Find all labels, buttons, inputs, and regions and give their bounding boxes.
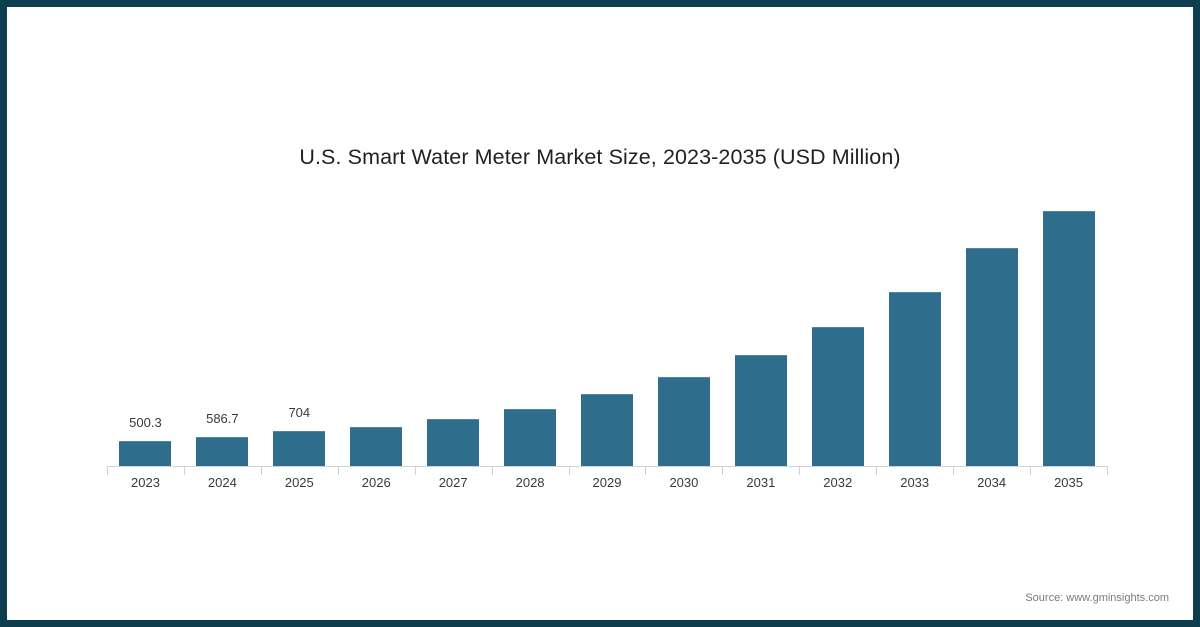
bar-value-label: 704 [288, 405, 311, 421]
bar [657, 377, 710, 466]
bar-group [722, 192, 799, 466]
bar-group: 704 [261, 192, 338, 466]
bar-value-label: 586.7 [206, 410, 239, 426]
bar-group [492, 192, 569, 466]
bar [350, 427, 403, 466]
bar [888, 292, 941, 466]
axis-tick [799, 466, 801, 475]
x-axis-tick-label: 2028 [515, 475, 545, 490]
bar [580, 394, 633, 466]
x-axis-tick-label: 2034 [977, 475, 1007, 490]
x-axis-tick-label: 2027 [438, 475, 468, 490]
x-axis-tick-label: 2024 [207, 475, 237, 490]
bar-group [876, 192, 953, 466]
x-axis-tick-label: 2032 [823, 475, 853, 490]
source-attribution: Source: www.gminsights.com [1025, 592, 1169, 604]
bar-group [415, 192, 492, 466]
axis-tick [107, 466, 108, 475]
axis-tick [414, 466, 416, 475]
x-axis-tick-label: 2031 [746, 475, 776, 490]
axis-tick [260, 466, 262, 475]
bar-group [799, 192, 876, 466]
bar-group [338, 192, 415, 466]
bar-group [645, 192, 722, 466]
x-axis-tick-label: 2026 [361, 475, 391, 490]
bar [1042, 211, 1095, 466]
bar-group [569, 192, 646, 466]
chart-title: U.S. Smart Water Meter Market Size, 2023… [299, 145, 901, 169]
bar [427, 419, 480, 466]
axis-tick [337, 466, 339, 475]
x-axis-tick-label: 2029 [592, 475, 622, 490]
bar-group: 500.3 [107, 192, 184, 466]
axis-tick [1030, 466, 1032, 475]
x-axis-line [107, 466, 1107, 467]
bar-series: 500.3 586.7 704 [107, 192, 1107, 466]
bar [504, 409, 557, 466]
axis-tick [1107, 466, 1108, 475]
axis-tick [953, 466, 955, 475]
bar-group [953, 192, 1030, 466]
bar-group: 586.7 [184, 192, 261, 466]
axis-tick [568, 466, 570, 475]
axis-tick [183, 466, 185, 475]
axis-tick [876, 466, 878, 475]
plot-area: 500.3 586.7 704 [107, 192, 1107, 466]
bar-group [1030, 192, 1107, 466]
x-axis-tick-label: 2033 [900, 475, 930, 490]
x-axis-tick-label: 2030 [669, 475, 699, 490]
bar-value-label: 500.3 [129, 414, 162, 430]
bar [734, 354, 787, 466]
x-axis-tick-label: 2025 [284, 475, 314, 490]
x-axis-tick-label: 2035 [1054, 475, 1083, 490]
x-axis-labels: 2023 2024 2025 2026 2027 2028 2029 2030 2031 2032… [107, 475, 1107, 499]
bar [196, 436, 249, 466]
axis-tick [722, 466, 724, 475]
bar [119, 440, 172, 466]
axis-tick [645, 466, 647, 475]
axis-tick [491, 466, 493, 475]
bar [965, 247, 1018, 466]
x-axis-tick-label: 2023 [131, 475, 160, 490]
bar [811, 327, 864, 466]
bar [273, 431, 326, 466]
